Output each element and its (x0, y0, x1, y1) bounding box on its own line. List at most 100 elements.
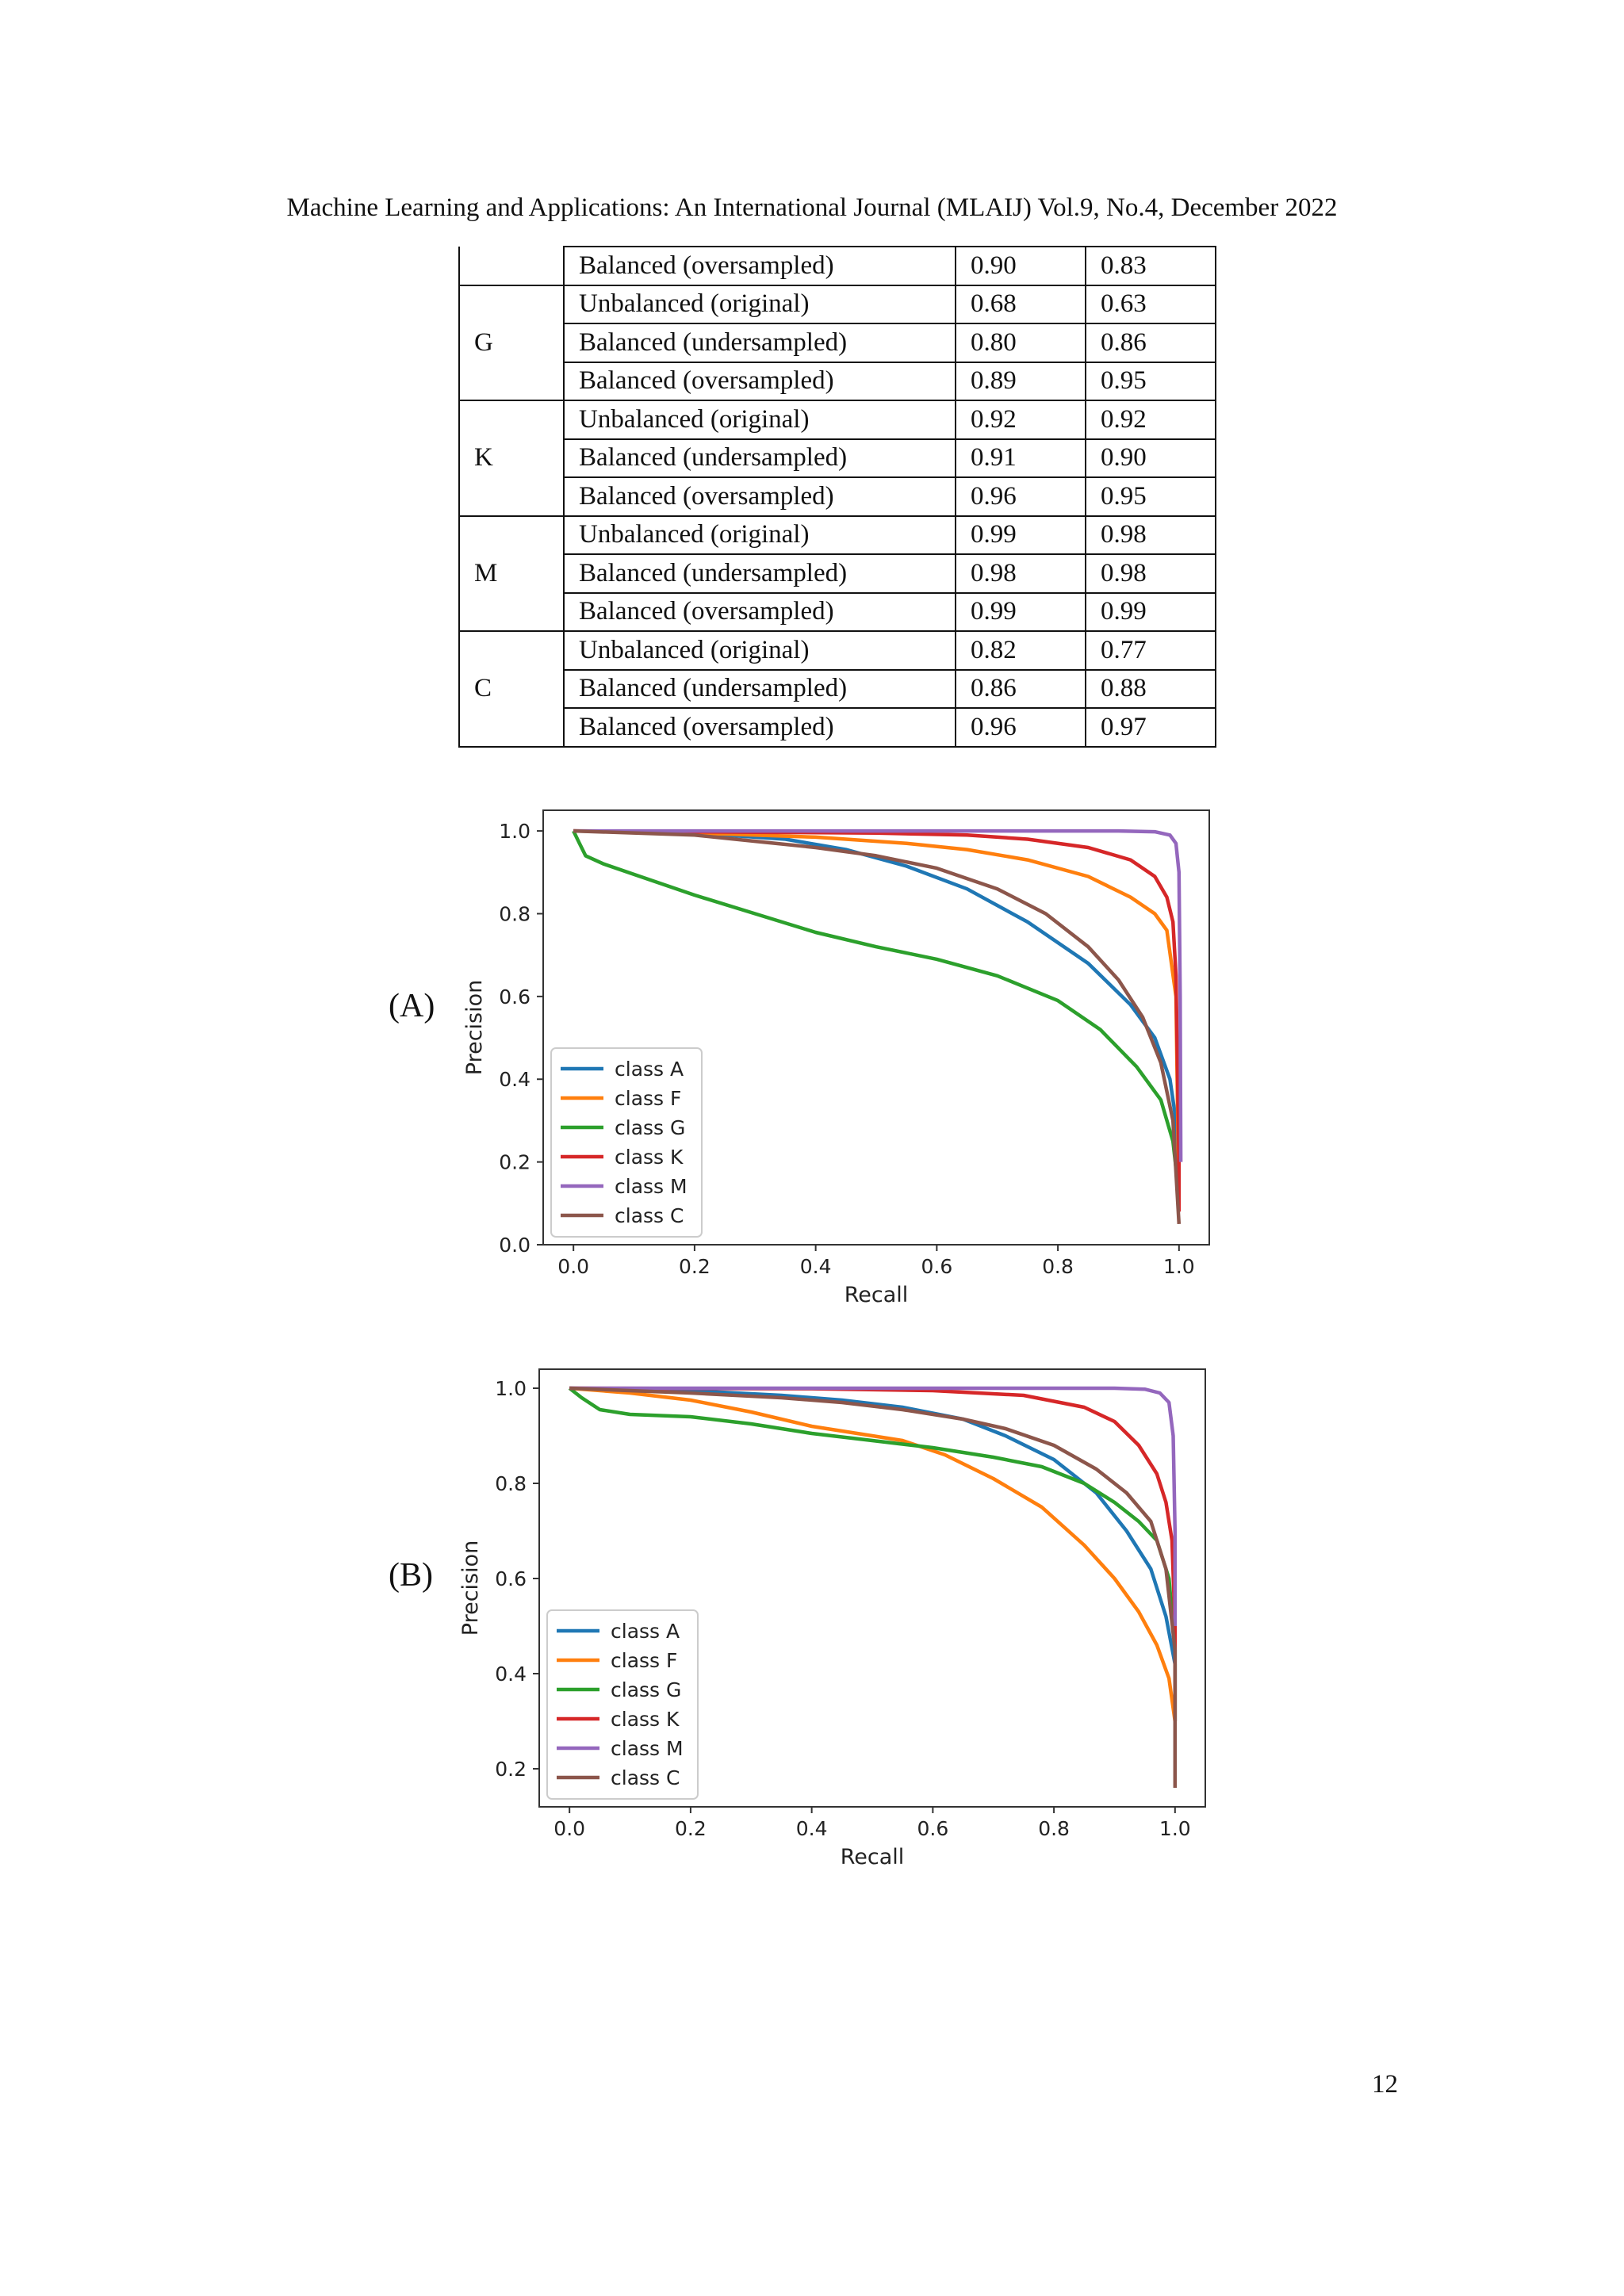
y-tick-label: 0.4 (499, 1068, 530, 1091)
x-tick-label: 0.4 (796, 1817, 828, 1840)
metric1-cell: 0.99 (955, 515, 1086, 555)
x-tick-label: 0.8 (1038, 1817, 1070, 1840)
series-line-class-g (572, 830, 1182, 1196)
table-row: C Unbalanced (original) 0.82 0.77 (458, 630, 1216, 748)
y-tick-label: 0.6 (495, 1567, 527, 1590)
class-cell: C (458, 630, 565, 748)
table-row: Balanced (undersampled) 0.80 0.86 (459, 323, 1216, 363)
metric1-cell: 0.98 (955, 553, 1086, 594)
series-line-class-c (573, 828, 1182, 1225)
table-row: Balanced (oversampled) 0.89 0.95 (459, 361, 1216, 401)
pr-curve-chart-a: 0.0 0.2 0.4 0.6 0.8 1.0 0.0 0.2 0.4 0.6 0.8 1.0 Reca… (462, 809, 1210, 1307)
metric1-cell: 0.86 (955, 668, 1086, 709)
pr-curve-chart-b: 0.0 0.2 0.4 0.6 0.8 1.0 0.2 0.4 0.6 0.8 1.0 Recall P… (460, 1368, 1206, 1867)
method-cell: Balanced (oversampled) (563, 476, 956, 517)
metric2-cell: 0.77 (1085, 630, 1216, 671)
legend-label: class M (611, 1737, 684, 1760)
legend-label: class A (611, 1620, 680, 1643)
y-tick-label: 1.0 (499, 820, 530, 843)
table-row: Balanced (oversampled) 0.96 0.95 (459, 476, 1216, 517)
metric1-cell: 0.80 (955, 323, 1086, 363)
y-tick-label: 0.2 (495, 1758, 527, 1781)
metric2-cell: 0.90 (1085, 438, 1216, 478)
page-number: 12 (1372, 2070, 1398, 2099)
x-tick-label: 0.4 (800, 1255, 832, 1278)
y-axis-label: Precision (462, 980, 487, 1075)
x-tick-label: 0.8 (1042, 1255, 1074, 1278)
class-cell: K (458, 400, 565, 517)
method-cell: Balanced (undersampled) (563, 668, 956, 709)
table-row: Balanced (oversampled) 0.96 0.97 (459, 707, 1216, 748)
y-tick-label: 0.4 (495, 1663, 527, 1686)
metric2-cell: 0.92 (1085, 400, 1216, 440)
legend-label: class A (615, 1058, 684, 1081)
series-line-class-a (569, 1386, 1178, 1721)
x-tick-label: 0.2 (675, 1817, 707, 1840)
panel-label-a: (A) (389, 988, 435, 1024)
method-cell: Balanced (oversampled) (563, 361, 956, 401)
metric1-cell: 0.89 (955, 361, 1086, 401)
legend-label: class K (615, 1146, 684, 1169)
table-row: Balanced (oversampled) 0.90 0.83 (458, 246, 1216, 286)
metric1-cell: 0.92 (955, 400, 1086, 440)
class-cell: G (458, 284, 565, 401)
legend-label: class F (615, 1087, 681, 1110)
method-cell: Balanced (oversampled) (563, 246, 956, 286)
x-tick-label: 0.6 (917, 1817, 948, 1840)
metric2-cell: 0.98 (1085, 515, 1216, 555)
metric2-cell: 0.88 (1085, 668, 1216, 709)
table-row: Balanced (undersampled) 0.98 0.98 (459, 553, 1216, 594)
series-line-class-k (569, 1386, 1178, 1721)
metric1-cell: 0.96 (955, 707, 1086, 748)
x-tick-label: 0.0 (553, 1817, 585, 1840)
metric1-cell: 0.90 (955, 246, 1086, 286)
y-tick-label: 0.8 (495, 1472, 527, 1495)
series-line-class-m (569, 1386, 1178, 1626)
class-cell: M (458, 515, 565, 632)
method-cell: Unbalanced (original) (563, 515, 956, 555)
metric1-cell: 0.96 (955, 476, 1086, 517)
metric1-cell: 0.68 (955, 284, 1086, 324)
series-line-class-f (573, 828, 1182, 1203)
y-axis-label: Precision (460, 1540, 483, 1636)
legend-label: class C (615, 1204, 684, 1227)
results-table: Balanced (oversampled) 0.90 0.83 G Unbalance… (458, 246, 1216, 748)
metric2-cell: 0.98 (1085, 553, 1216, 594)
x-tick-label: 0.2 (679, 1255, 710, 1278)
series-line-class-k (573, 828, 1182, 1212)
metric2-cell: 0.83 (1085, 246, 1216, 286)
series-line-class-m (573, 828, 1183, 1162)
metric2-cell: 0.95 (1085, 361, 1216, 401)
method-cell: Balanced (undersampled) (563, 438, 956, 478)
metric1-cell: 0.91 (955, 438, 1086, 478)
metric2-cell: 0.63 (1085, 284, 1216, 324)
series-line-class-c (569, 1386, 1178, 1788)
metric2-cell: 0.99 (1085, 591, 1216, 632)
method-cell: Balanced (undersampled) (563, 553, 956, 594)
table-row: K Unbalanced (original) 0.92 0.92 (458, 400, 1216, 517)
legend-box (550, 1047, 703, 1238)
panel-label-b: (B) (389, 1557, 433, 1594)
method-cell: Balanced (undersampled) (563, 323, 956, 363)
legend-box (546, 1609, 699, 1800)
legend-label: class K (611, 1708, 680, 1731)
y-tick-label: 0.0 (499, 1234, 530, 1257)
legend-label: class F (611, 1649, 677, 1672)
method-cell: Unbalanced (original) (563, 630, 956, 671)
class-cell (458, 247, 565, 286)
table-row: Balanced (undersampled) 0.91 0.90 (459, 438, 1216, 478)
method-cell: Balanced (oversampled) (563, 707, 956, 748)
x-tick-label: 1.0 (1159, 1817, 1191, 1840)
legend-label: class G (615, 1116, 685, 1139)
y-tick-label: 0.8 (499, 902, 530, 925)
table-row: Balanced (oversampled) 0.99 0.99 (459, 591, 1216, 632)
x-tick-label: 0.6 (921, 1255, 952, 1278)
table-row: G Unbalanced (original) 0.68 0.63 (458, 284, 1216, 401)
metric2-cell: 0.97 (1085, 707, 1216, 748)
legend-label: class M (615, 1175, 688, 1198)
metric1-cell: 0.82 (955, 630, 1086, 671)
metric2-cell: 0.95 (1085, 476, 1216, 517)
x-tick-label: 1.0 (1163, 1255, 1195, 1278)
legend-label: class G (611, 1678, 681, 1701)
metric1-cell: 0.99 (955, 591, 1086, 632)
